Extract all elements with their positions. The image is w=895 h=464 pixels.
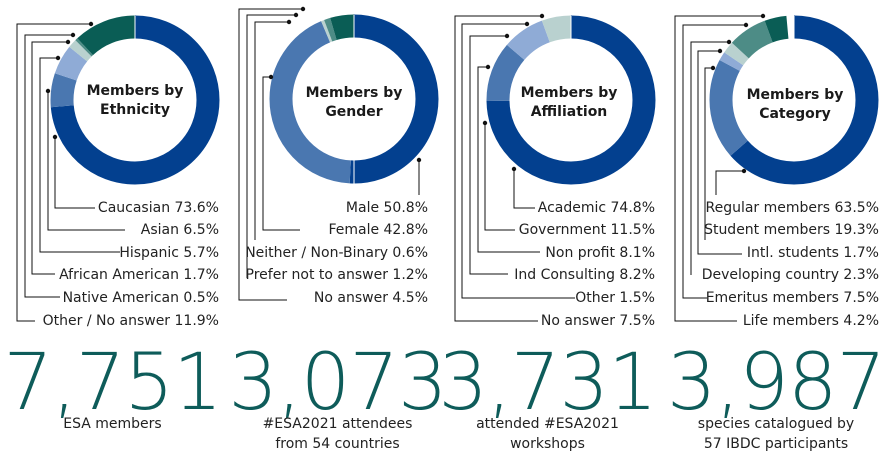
legend-other-no-answer: Other / No answer 11.9% (42, 313, 219, 329)
affiliation-chart-title: Members by Affiliation (520, 85, 618, 120)
legend-non-binary: Neither / Non-Binary 0.6% (245, 245, 428, 261)
category-chart-title: Members by Category (746, 87, 844, 122)
legend-asian: Asian 6.5% (140, 222, 219, 238)
legend-academic: Academic 74.8% (537, 200, 655, 216)
legend-no-answer: No answer 7.5% (540, 313, 655, 329)
legend-non-profit: Non profit 8.1% (545, 245, 655, 261)
species-catalogued-count: 3,987 (666, 338, 886, 428)
legend-prefer-not: Prefer not to answer 1.2% (245, 267, 428, 283)
legend-female: Female 42.8% (328, 222, 428, 238)
ethnicity-donut-chart (16, 15, 220, 322)
legend-life-members: Life members 4.2% (742, 313, 879, 329)
legend-no-answer: No answer 4.5% (313, 290, 428, 306)
workshop-attendees-caption: attended #ESA2021 workshops (476, 416, 619, 452)
legend-hispanic: Hispanic 5.7% (119, 245, 219, 261)
ets-members-count: 7,751 (3, 338, 222, 428)
attendees-count: 3,073 (228, 338, 447, 428)
gender-chart-title: Members by Gender (305, 85, 403, 120)
affiliation-panel: Members by Affiliation Academic 74.8% Go… (438, 0, 667, 464)
legend-ind-consulting: Ind Consulting 8.2% (514, 267, 655, 283)
gender-donut-chart (238, 6, 439, 301)
legend-intl-students: Intl. students 1.7% (746, 245, 879, 261)
ets-members-caption: ESA members (63, 416, 162, 432)
legend-developing-country: Developing country 2.3% (701, 267, 879, 283)
legend-caucasian: Caucasian 73.6% (97, 200, 219, 216)
legend-african-american: African American 1.7% (59, 267, 219, 283)
gender-panel: Members by Gender Male 50.8% Female 42.8… (225, 0, 448, 464)
category-donut-chart (674, 13, 879, 322)
legend-native-american: Native American 0.5% (62, 290, 219, 306)
legend-government: Government 11.5% (518, 222, 655, 238)
workshop-attendees-count: 3,731 (438, 338, 657, 428)
species-catalogued-caption: species catalogued by 57 IBDC participan… (697, 416, 855, 452)
legend-student-members: Student members 19.3% (704, 222, 879, 238)
legend-regular-members: Regular members 63.5% (705, 200, 879, 216)
legend-emeritus-members: Emeritus members 7.5% (705, 290, 879, 306)
attendees-caption: #ESA2021 attendees from 54 countries (262, 416, 413, 452)
category-panel: Members by Category Regular members 63.5… (667, 0, 895, 464)
affiliation-donut-chart (454, 13, 656, 322)
legend-male: Male 50.8% (345, 200, 428, 216)
ethnicity-panel: Members by Ethnicity Caucasian 73.6% Asi… (0, 0, 225, 464)
ethnicity-chart-title: Members by Ethnicity (86, 83, 184, 118)
legend-other: Other 1.5% (575, 290, 655, 306)
